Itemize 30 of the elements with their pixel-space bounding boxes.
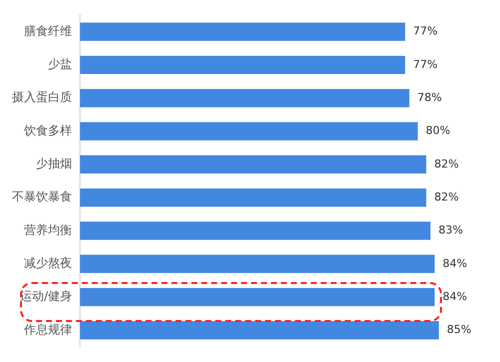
data-label: 82%: [434, 157, 459, 170]
bar: [80, 222, 430, 240]
data-label: 84%: [442, 290, 468, 303]
data-label: 82%: [434, 190, 459, 204]
y-tick-label: 运动/健身: [20, 289, 72, 304]
y-tick-label: 少抽烟: [36, 156, 72, 171]
bar: [80, 56, 406, 74]
bar: [80, 321, 439, 340]
y-tick-label: 减少熬夜: [24, 256, 72, 270]
data-label: 78%: [417, 90, 442, 104]
y-tick-label: 摄入蛋白质: [12, 90, 72, 104]
bar: [80, 88, 410, 108]
data-label: 77%: [413, 58, 438, 71]
bar: [80, 122, 418, 140]
y-tick-label: 饮食多样: [23, 123, 72, 138]
data-label: 84%: [442, 256, 468, 270]
y-tick-label: 作息规律: [23, 322, 72, 336]
y-tick-label: 少盐: [48, 57, 72, 72]
bar: [80, 288, 435, 306]
bar: [80, 188, 426, 207]
y-tick-label: 营养均衡: [24, 222, 72, 237]
data-label: 83%: [438, 224, 463, 237]
data-label: 80%: [426, 124, 450, 138]
bar: [80, 155, 426, 174]
y-tick-label: 不暴饮暴食: [12, 190, 72, 204]
bar: [80, 254, 435, 274]
bar: [80, 22, 406, 41]
data-label: 85%: [446, 323, 472, 336]
y-tick-label: 膳食纤维: [24, 24, 72, 38]
data-label: 77%: [413, 24, 438, 38]
